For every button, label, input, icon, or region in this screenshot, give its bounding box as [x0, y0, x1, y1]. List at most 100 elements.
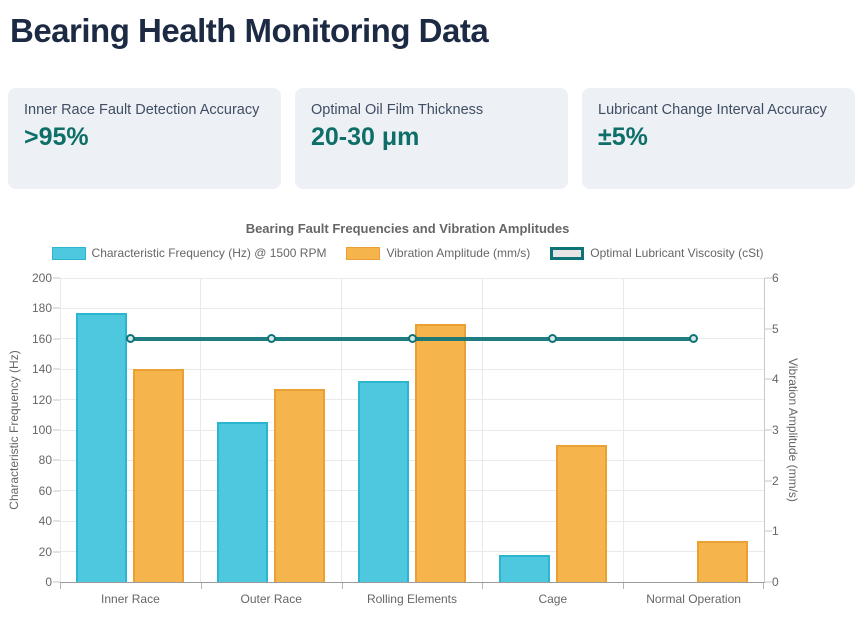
- y-tick-mark: [765, 277, 772, 279]
- x-axis-labels: Inner Race Outer Race Rolling Elements Cage…: [60, 592, 764, 608]
- y-tick-label-right: 0: [772, 575, 779, 589]
- y-tick-mark: [53, 490, 60, 492]
- legend-item-amplitude[interactable]: Vibration Amplitude (mm/s): [346, 246, 530, 260]
- y-tick-mark: [53, 307, 60, 309]
- amplitude-bar: [133, 369, 185, 582]
- stat-value: ±5%: [598, 123, 648, 151]
- amplitude-bar: [274, 389, 326, 582]
- y-tick-mark: [765, 530, 772, 532]
- y-tick-mark: [53, 581, 60, 583]
- y-tick-mark: [765, 378, 772, 380]
- y-tick-mark: [765, 328, 772, 330]
- y-tick-label-left: 120: [31, 392, 52, 407]
- v-gridline: [341, 278, 343, 582]
- h-gridline: [60, 520, 764, 522]
- v-gridline: [622, 278, 624, 582]
- x-tick-label: Normal Operation: [646, 592, 741, 606]
- amplitude-bar: [555, 445, 607, 582]
- v-gridline: [60, 278, 61, 582]
- x-tick-label: Rolling Elements: [366, 592, 458, 606]
- x-tick-label: Inner Race: [101, 592, 160, 606]
- y-tick-mark: [53, 520, 60, 522]
- v-gridline: [481, 278, 483, 582]
- x-tick-label: Outer Race: [240, 592, 302, 606]
- stats-row: Inner Race Fault Detection Accuracy >95%…: [8, 88, 855, 189]
- y-tick-label-right: 6: [772, 271, 779, 285]
- amplitude-bar: [696, 541, 748, 582]
- x-tick-mark: [200, 583, 202, 589]
- y-tick-mark: [765, 480, 772, 482]
- x-tick-mark: [60, 583, 61, 589]
- y-tick-mark: [53, 551, 60, 553]
- y-tick-label-left: 0: [45, 575, 52, 589]
- frequency-bar: [217, 422, 269, 582]
- line-marker: [266, 334, 276, 344]
- y-tick-label-left: 20: [38, 544, 52, 559]
- stat-card-lubricant-interval: Lubricant Change Interval Accuracy ±5%: [582, 88, 855, 189]
- y-tick-label-left: 80: [38, 453, 52, 468]
- stat-value: 20-30 μm: [311, 123, 420, 151]
- amplitude-bar: [415, 323, 466, 582]
- right-axis-ticks: 0 1 2 3 4 5 6: [772, 271, 812, 589]
- legend-item-frequency-swatch: [51, 246, 86, 260]
- x-tick-label: Cage: [538, 592, 568, 606]
- h-gridline: [60, 459, 764, 461]
- frequency-bar: [76, 312, 128, 582]
- v-gridline: [200, 278, 202, 582]
- stat-label: Inner Race Fault Detection Accuracy: [24, 102, 260, 118]
- y-tick-mark: [53, 459, 60, 461]
- line-marker: [407, 334, 417, 344]
- legend-item-viscosity-swatch: [550, 246, 585, 260]
- left-axis-ticks: 0 20 40 60 80 100 120 140 160 180 200: [0, 271, 52, 589]
- y-tick-label-right: 4: [772, 372, 779, 387]
- stat-value: >95%: [24, 123, 89, 151]
- stat-label: Lubricant Change Interval Accuracy: [598, 102, 827, 118]
- x-tick-mark: [623, 583, 625, 589]
- y-tick-mark: [53, 368, 60, 370]
- y-tick-label-right: 5: [772, 321, 779, 336]
- y-tick-mark: [765, 581, 772, 583]
- legend-label: Vibration Amplitude (mm/s): [386, 246, 531, 260]
- legend-item-amplitude-swatch: [346, 246, 381, 260]
- frequency-bar: [358, 381, 409, 582]
- h-gridline: [60, 277, 764, 279]
- frequency-bar: [498, 554, 550, 582]
- legend-item-viscosity[interactable]: Optimal Lubricant Viscosity (cSt): [550, 246, 763, 260]
- y-tick-label-left: 60: [38, 483, 52, 498]
- chart-legend: Characteristic Frequency (Hz) @ 1500 RPM…: [0, 246, 815, 260]
- x-tick-mark: [763, 583, 764, 589]
- h-gridline: [60, 399, 764, 401]
- h-gridline: [60, 307, 764, 309]
- h-gridline: [60, 429, 764, 431]
- y-tick-mark: [53, 399, 60, 401]
- y-tick-label-right: 3: [772, 423, 779, 437]
- y-tick-label-right: 2: [772, 473, 779, 488]
- y-tick-label-left: 100: [31, 423, 52, 437]
- y-tick-label-left: 200: [31, 271, 52, 285]
- plot-area: [60, 277, 765, 583]
- legend-label: Optimal Lubricant Viscosity (cSt): [590, 246, 764, 260]
- h-gridline: [60, 368, 764, 370]
- stat-card-fault-detection: Inner Race Fault Detection Accuracy >95%: [8, 88, 281, 189]
- y-tick-label-right: 1: [772, 524, 779, 539]
- y-tick-mark: [53, 277, 60, 279]
- x-tick-mark: [482, 583, 484, 589]
- h-gridline: [60, 551, 764, 553]
- y-tick-mark: [765, 429, 772, 431]
- stat-card-oil-film: Optimal Oil Film Thickness 20-30 μm: [295, 88, 568, 189]
- line-marker: [548, 334, 558, 344]
- line-marker: [689, 334, 699, 344]
- y-tick-label-left: 40: [38, 514, 52, 529]
- h-gridline: [60, 490, 764, 492]
- legend-item-frequency[interactable]: Characteristic Frequency (Hz) @ 1500 RPM: [51, 246, 327, 260]
- page-title: Bearing Health Monitoring Data: [10, 12, 489, 49]
- y-tick-mark: [53, 429, 60, 431]
- x-tick-mark: [341, 583, 343, 589]
- chart-title: Bearing Fault Frequencies and Vibration …: [245, 221, 570, 236]
- y-tick-label-left: 180: [31, 301, 52, 316]
- y-tick-mark: [53, 338, 60, 340]
- stat-label: Optimal Oil Film Thickness: [311, 102, 484, 118]
- legend-label: Characteristic Frequency (Hz) @ 1500 RPM: [91, 246, 327, 260]
- y-tick-label-left: 140: [31, 362, 52, 377]
